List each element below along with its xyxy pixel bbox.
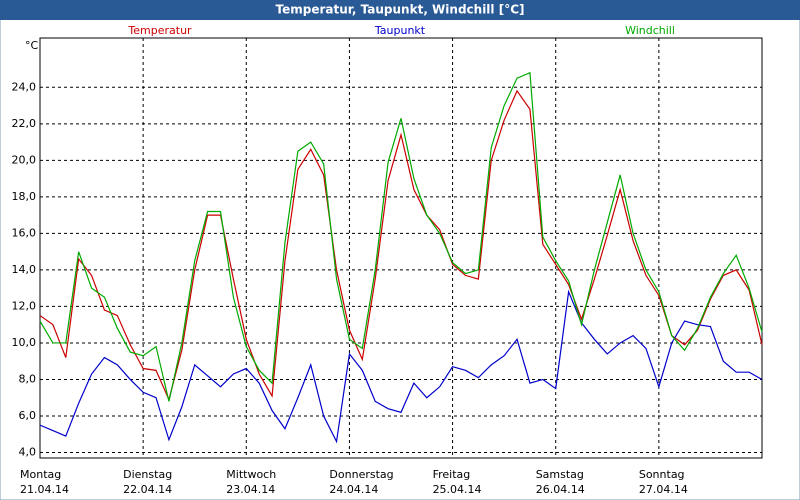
x-tick-label: Sonntag bbox=[639, 468, 685, 481]
x-tick-label: Freitag bbox=[433, 468, 471, 481]
legend-label: Windchill bbox=[625, 24, 675, 37]
title-bar bbox=[0, 0, 800, 20]
series-line bbox=[39, 89, 763, 402]
y-tick-label: 22,0 bbox=[12, 117, 37, 130]
series-line bbox=[39, 289, 763, 444]
x-tick-date: 27.04.14 bbox=[639, 483, 688, 496]
plot-area bbox=[39, 37, 763, 459]
y-tick-label: 8,0 bbox=[19, 372, 37, 385]
legend-label: Taupunkt bbox=[374, 24, 426, 37]
x-tick-date: 22.04.14 bbox=[123, 483, 172, 496]
y-tick-label: 18,0 bbox=[12, 190, 37, 203]
x-tick-label: Montag bbox=[20, 468, 61, 481]
y-tick-label: 6,0 bbox=[19, 409, 37, 422]
x-tick-label: Mittwoch bbox=[226, 468, 276, 481]
x-tick-date: 26.04.14 bbox=[536, 483, 585, 496]
series-line bbox=[39, 71, 763, 402]
chart-title: Temperatur, Taupunkt, Windchill [°C] bbox=[276, 3, 525, 17]
y-unit: °C bbox=[25, 39, 39, 52]
x-tick-date: 21.04.14 bbox=[20, 483, 69, 496]
x-tick-label: Samstag bbox=[536, 468, 584, 481]
y-tick-label: 4,0 bbox=[19, 446, 37, 459]
x-tick-label: Dienstag bbox=[123, 468, 172, 481]
y-tick-label: 24,0 bbox=[12, 80, 37, 93]
legend-label: Temperatur bbox=[127, 24, 192, 37]
x-tick-date: 24.04.14 bbox=[329, 483, 378, 496]
y-tick-label: 14,0 bbox=[12, 263, 37, 276]
y-tick-label: 12,0 bbox=[12, 299, 37, 312]
x-tick-date: 23.04.14 bbox=[226, 483, 275, 496]
y-tick-label: 20,0 bbox=[12, 153, 37, 166]
x-tick-label: Donnerstag bbox=[329, 468, 393, 481]
y-tick-label: 16,0 bbox=[12, 226, 37, 239]
x-tick-date: 25.04.14 bbox=[433, 483, 482, 496]
y-tick-label: 10,0 bbox=[12, 336, 37, 349]
